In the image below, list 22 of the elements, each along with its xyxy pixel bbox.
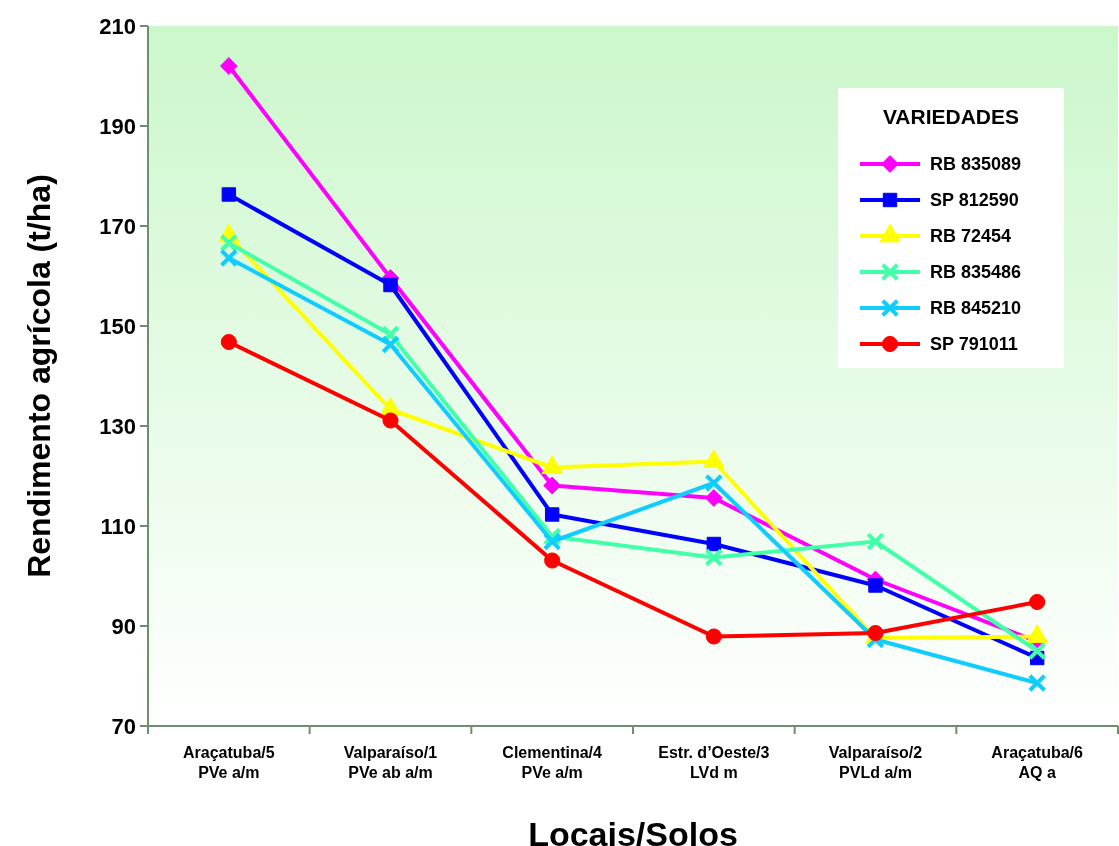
legend-label: RB 835486 bbox=[930, 262, 1022, 283]
x-tick-label: Valparaíso/2 PVLd a/m bbox=[828, 744, 923, 781]
y-axis-title: Rendimento agrícola (t/ha) bbox=[21, 174, 57, 578]
x-tick-label: Clementina/4 PVe a/m bbox=[502, 744, 603, 781]
legend-label: RB 845210 bbox=[930, 298, 1022, 319]
x-tick-label: Estr. d’Oeste/3 LVd m bbox=[658, 744, 770, 781]
legend-label: RB 835089 bbox=[930, 154, 1022, 175]
y-tick-label: 150 bbox=[99, 313, 136, 339]
x-tick-label: Araçatuba/6 AQ a bbox=[991, 744, 1084, 781]
legend-label: SP 791011 bbox=[930, 334, 1018, 355]
y-tick-label: 90 bbox=[111, 613, 136, 639]
legend-label: RB 72454 bbox=[930, 226, 1012, 247]
y-tick-label: 210 bbox=[99, 13, 136, 39]
y-tick-label: 130 bbox=[99, 413, 136, 439]
x-tick-label: Valparaíso/1 PVe ab a/m bbox=[343, 744, 438, 781]
x-tick-label: Araçatuba/5 PVe a/m bbox=[183, 744, 275, 781]
y-tick-label: 170 bbox=[99, 213, 136, 239]
y-tick-label: 190 bbox=[99, 113, 136, 139]
legend-title: VARIEDADES bbox=[882, 105, 1020, 128]
y-tick-label: 110 bbox=[100, 513, 136, 539]
legend-label: SP 812590 bbox=[930, 190, 1019, 211]
y-tick-label: 70 bbox=[111, 713, 136, 739]
